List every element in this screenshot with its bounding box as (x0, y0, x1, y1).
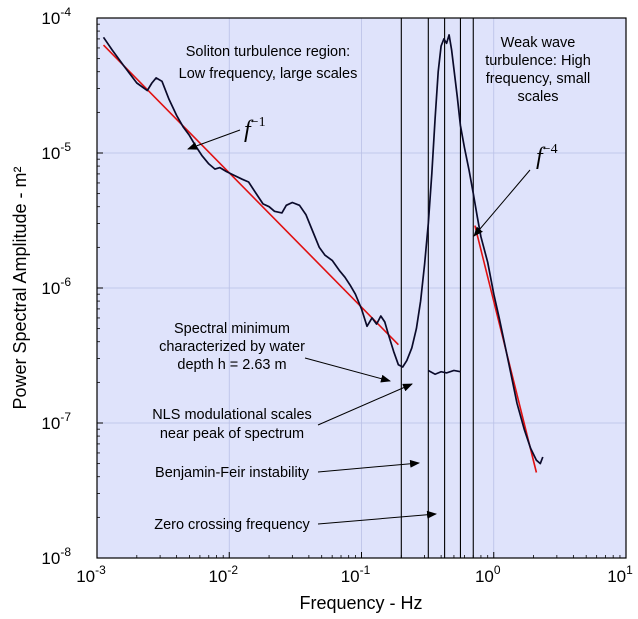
x-tick-label-exponent: 0 (494, 563, 501, 577)
arrow-benjamin-feir (317, 459, 420, 473)
annotation-soliton-line-1: Soliton turbulence region: (186, 44, 350, 60)
formula-f-minus-4-exponent: −4 (543, 142, 558, 157)
x-tick-label-exponent: -1 (360, 563, 371, 577)
x-tick-label-exponent: -2 (227, 563, 238, 577)
annotation-minimum-line-3: depth h = 2.63 m (177, 357, 286, 373)
y-tick-label-exponent: -4 (60, 5, 71, 19)
formula-f-minus-1-exponent: −1 (251, 115, 266, 130)
arrow-zero-crossing (317, 510, 437, 525)
y-axis-label: Power Spectral Amplitude - m² (10, 166, 30, 409)
spectrum-series-line (102, 34, 544, 465)
x-tick-label: 10-2 (208, 563, 238, 586)
annotation-zero-crossing: Zero crossing frequency (154, 517, 310, 533)
y-tick-label: 10-7 (41, 410, 71, 433)
x-tick-label-base: 10 (475, 567, 494, 586)
y-tick-label: 10-8 (41, 545, 71, 568)
y-tick-label-exponent: -5 (60, 140, 71, 154)
x-tick-label-base: 10 (341, 567, 360, 586)
y-tick-label-base: 10 (41, 144, 60, 163)
arrow-f-minus-4 (473, 169, 531, 237)
y-tick-label-exponent: -8 (60, 545, 71, 559)
formula-f-minus-1: f−1 (244, 115, 266, 143)
x-axis-ticks: 10-3 10-2 10-1 100 101 (76, 552, 633, 586)
annotation-weak-line-3: frequency, small (486, 71, 591, 87)
annotation-weak-line-2: turbulence: High (485, 53, 591, 69)
formula-f-minus-4-base: f (536, 144, 546, 170)
y-axis-ticks: 10-810-710-610-510-4 (41, 5, 103, 568)
annotation-benjamin-feir: Benjamin-Feir instability (155, 465, 310, 481)
x-tick-label: 101 (607, 563, 633, 586)
formula-f-minus-4: f−4 (536, 142, 558, 170)
annotation-nls-line-1: NLS modulational scales (152, 407, 312, 423)
annotation-minimum-line-1: Spectral minimum (174, 321, 290, 337)
annotation-weak-line-1: Weak wave (501, 35, 576, 51)
x-tick-label-exponent: -3 (95, 563, 106, 577)
x-tick-label-base: 10 (76, 567, 95, 586)
y-tick-label-exponent: -7 (60, 410, 71, 424)
annotation-minimum-line-2: characterized by water (159, 339, 305, 355)
x-tick-label-base: 10 (208, 567, 227, 586)
x-tick-label: 100 (475, 563, 501, 586)
y-tick-label-base: 10 (41, 9, 60, 28)
grid-lines (97, 18, 626, 558)
x-tick-label: 10-1 (341, 563, 371, 586)
x-tick-label: 10-3 (76, 563, 106, 586)
annotation-nls-line-2: near peak of spectrum (160, 426, 304, 442)
annotation-soliton-line-2: Low frequency, large scales (179, 66, 358, 82)
y-tick-label-base: 10 (41, 549, 60, 568)
y-tick-label: 10-4 (41, 5, 71, 28)
y-tick-label: 10-5 (41, 140, 71, 163)
arrow-spectral-minimum (304, 357, 391, 383)
x-axis-label: Frequency - Hz (299, 593, 422, 613)
y-tick-label-exponent: -6 (60, 275, 71, 289)
x-tick-label-exponent: 1 (626, 563, 633, 577)
y-tick-label: 10-6 (41, 275, 71, 298)
formula-f-minus-1-base: f (244, 117, 254, 143)
y-tick-label-base: 10 (41, 414, 60, 433)
nls-plateau-line (427, 369, 461, 376)
arrow-nls-scales (317, 383, 413, 426)
x-tick-label-base: 10 (607, 567, 626, 586)
annotation-arrows (187, 129, 531, 525)
fit-line-f-minus-1 (102, 44, 399, 346)
region-boundary-lines (400, 18, 474, 558)
arrow-f-minus-1 (187, 129, 241, 150)
y-tick-label-base: 10 (41, 279, 60, 298)
annotation-weak-line-4: scales (517, 89, 558, 105)
